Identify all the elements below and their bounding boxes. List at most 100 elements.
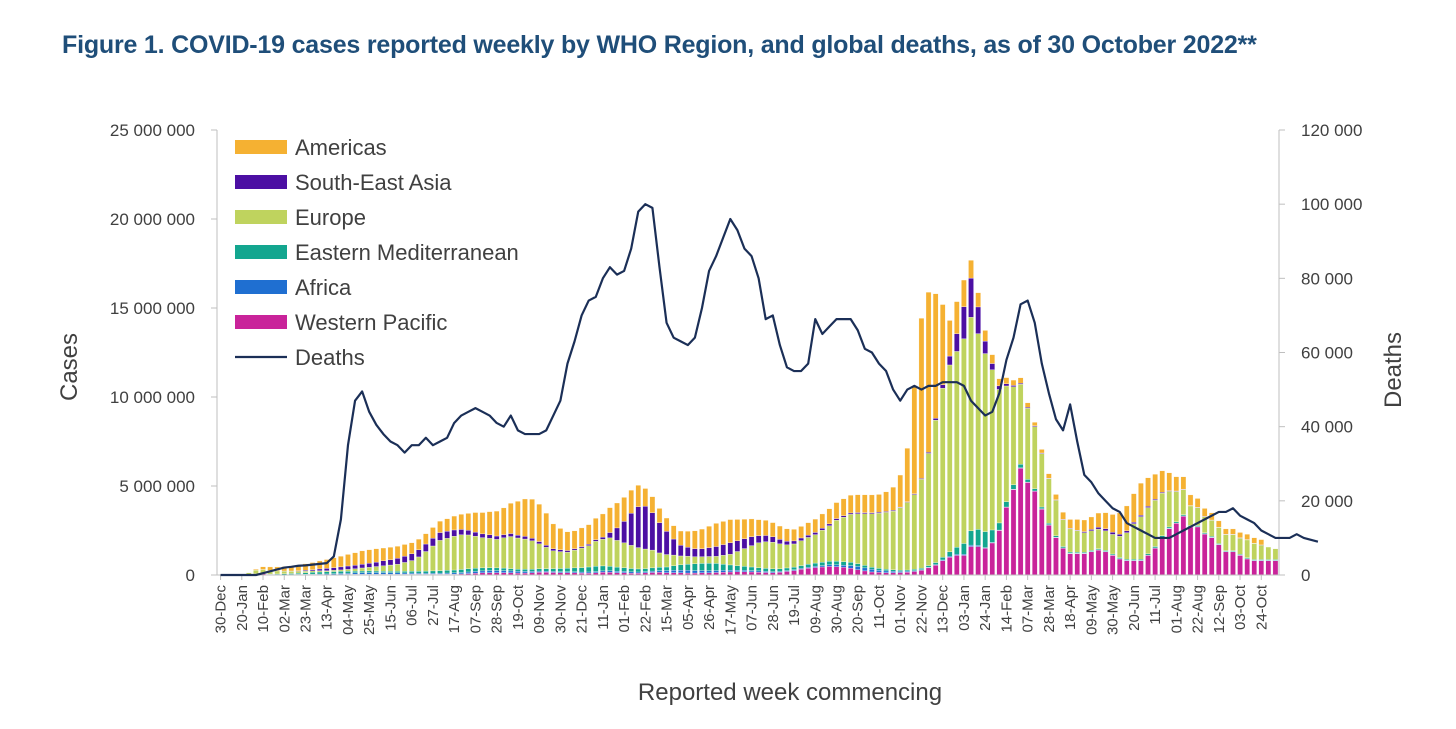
x-tick-label: 23-Mar (298, 585, 315, 633)
bar-segment-south-east-asia (607, 532, 613, 539)
bar-segment-americas (1152, 474, 1158, 500)
bar-segment-europe (1258, 545, 1264, 560)
bar-segment-americas (1032, 422, 1038, 426)
bar-segment-americas (380, 547, 387, 562)
bar-segment-south-east-asia (1095, 527, 1102, 530)
bar-segment-americas (1067, 519, 1073, 529)
bar-segment-americas (1145, 477, 1151, 507)
bar-segment-western-pacific (1272, 560, 1279, 576)
bar-segment-europe (649, 549, 656, 569)
bar-segment-south-east-asia (408, 553, 415, 561)
bar-segment-eastern-mediterranean (1145, 553, 1151, 556)
bar-segment-eastern-mediterranean (897, 569, 903, 572)
bar-segment-americas (883, 491, 889, 512)
bar-segment-eastern-mediterranean (855, 563, 861, 567)
bar-segment-americas (309, 562, 316, 570)
bar-segment-eastern-mediterranean (1138, 559, 1144, 561)
bar-segment-americas (1046, 473, 1052, 479)
bar-segment-western-pacific (833, 566, 840, 576)
bar-segment-europe (975, 333, 981, 530)
bar-segment-europe (982, 353, 988, 532)
bar-segment-europe (401, 562, 408, 572)
bar-segment-eastern-mediterranean (543, 568, 549, 572)
bar-segment-western-pacific (1187, 526, 1194, 576)
bar-segment-western-pacific (1017, 468, 1024, 576)
bar-segment-western-pacific (1166, 528, 1172, 576)
bar-segment-south-east-asia (309, 569, 316, 572)
bar-segment-south-east-asia (925, 452, 932, 454)
y-tick-label: 0 (186, 566, 195, 585)
y-tick-label: 25 000 000 (110, 121, 195, 140)
bar-segment-americas (649, 496, 656, 513)
bar-segment-europe (366, 567, 372, 572)
bar-segment-europe (1237, 538, 1243, 555)
bar-segment-western-pacific (1265, 560, 1272, 576)
x-tick-label: 12-Sep (1211, 585, 1228, 633)
x-tick-label: 07-Mar (1020, 585, 1037, 633)
bar-segment-europe (295, 571, 302, 574)
bar-segment-europe (444, 538, 450, 571)
bar-segment-eastern-mediterranean (338, 571, 344, 574)
bar-segment-western-pacific (982, 548, 988, 576)
bar-segment-eastern-mediterranean (826, 561, 833, 565)
x-tick-label: 20-Jan (234, 585, 251, 631)
bar-segment-eastern-mediterranean (387, 571, 394, 573)
bar-segment-western-pacific (855, 569, 861, 576)
bar-segment-americas (862, 494, 868, 513)
bar-segment-americas (706, 526, 712, 548)
bar-segment-europe (748, 545, 755, 568)
bar-segment-americas (1166, 472, 1172, 491)
bar-segment-south-east-asia (508, 533, 514, 537)
bar-segment-eastern-mediterranean (1003, 501, 1010, 508)
bar-segment-americas (515, 501, 521, 536)
bar-segment-south-east-asia (784, 541, 790, 545)
bar-segment-south-east-asia (720, 544, 726, 556)
bar-segment-eastern-mediterranean (309, 572, 316, 575)
bar-segment-western-pacific (1209, 537, 1215, 576)
bar-segment-africa (380, 572, 387, 575)
bar-segment-europe (543, 547, 549, 569)
bar-segment-eastern-mediterranean (479, 567, 486, 572)
deaths-line (220, 203, 1319, 577)
bar-segment-south-east-asia (458, 529, 464, 535)
bar-segment-eastern-mediterranean (862, 565, 868, 569)
bar-segment-americas (345, 554, 351, 567)
bar-segment-europe (1251, 543, 1257, 560)
bar-segment-south-east-asia (812, 532, 818, 535)
bar-segment-africa (699, 570, 705, 574)
x-tick-label: 03-Jan (956, 585, 973, 631)
bar-segment-eastern-mediterranean (324, 571, 330, 575)
x-tick-label: 14-Feb (998, 585, 1015, 633)
bar-segment-eastern-mediterranean (741, 566, 748, 571)
bar-segment-americas (727, 519, 733, 543)
bar-segment-eastern-mediterranean (678, 564, 684, 571)
bar-segment-europe (770, 542, 776, 570)
bar-segment-europe (918, 479, 925, 569)
bar-segment-south-east-asia (741, 538, 748, 549)
bar-segment-south-east-asia (692, 548, 698, 557)
x-tick-label: 13-Apr (319, 585, 336, 630)
bar-segment-africa (812, 566, 818, 568)
x-tick-label: 07-Jun (744, 585, 761, 631)
bar-segment-americas (1017, 377, 1024, 384)
bar-segment-europe (571, 549, 578, 569)
bar-segment-americas (621, 497, 627, 522)
bar-segment-south-east-asia (593, 539, 599, 542)
bar-segment-americas (472, 512, 479, 533)
x-tick-label: 24-Jan (977, 585, 994, 631)
bar-segment-eastern-mediterranean (947, 551, 953, 557)
bar-segment-europe (1187, 505, 1194, 526)
bar-segment-americas (791, 529, 797, 542)
bar-segment-south-east-asia (826, 523, 833, 526)
bar-segment-western-pacific (1067, 553, 1073, 576)
bar-segment-eastern-mediterranean (968, 530, 974, 546)
bar-segment-eastern-mediterranean (996, 522, 1003, 531)
bar-segment-americas (1194, 498, 1201, 508)
bar-segment-south-east-asia (777, 539, 783, 545)
bar-segment-south-east-asia (557, 549, 564, 552)
bar-segment-americas (338, 556, 344, 568)
bar-segment-europe (522, 538, 528, 570)
bar-segment-south-east-asia (982, 340, 988, 354)
bar-segment-americas (961, 279, 967, 307)
bar-segment-western-pacific (1180, 516, 1187, 576)
